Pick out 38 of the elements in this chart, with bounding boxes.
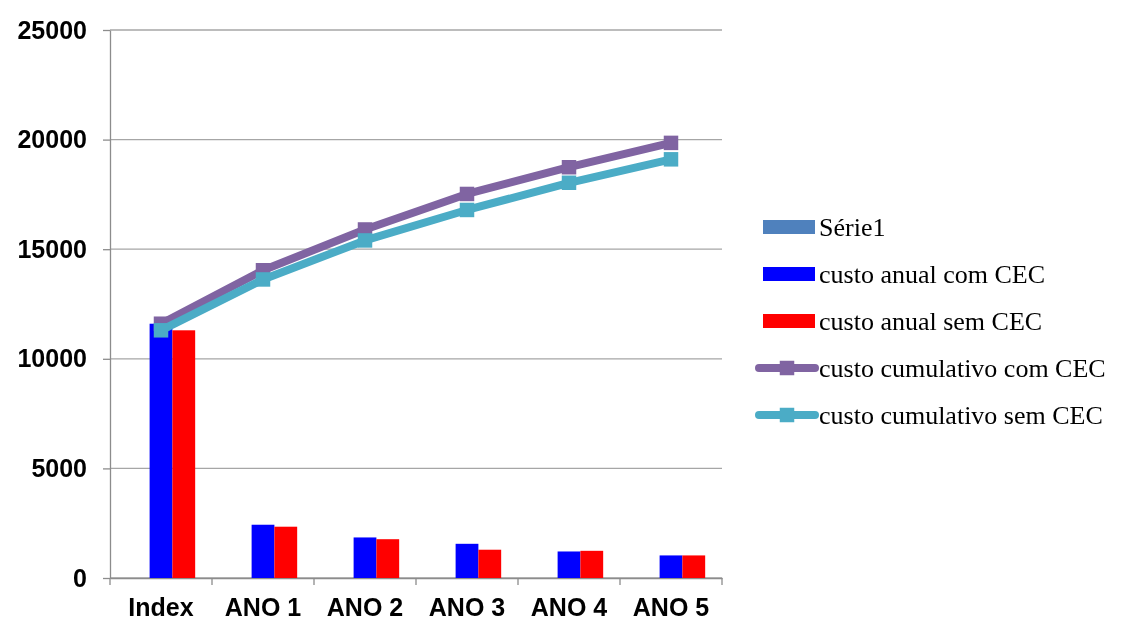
x-tick-label: Index xyxy=(128,592,194,621)
y-tick-label: 10000 xyxy=(17,344,87,373)
bar xyxy=(353,537,377,578)
point xyxy=(357,233,373,248)
bar xyxy=(659,555,683,578)
y-tick-label: 20000 xyxy=(17,125,87,154)
legend-label: custo anual sem CEC xyxy=(819,307,1043,337)
bar xyxy=(580,550,604,578)
bar xyxy=(455,543,479,578)
x-tick-label: ANO 4 xyxy=(530,592,608,621)
bar xyxy=(376,539,400,578)
y-tick-label: 15000 xyxy=(17,234,87,263)
legend-label: custo cumulativo com CEC xyxy=(819,354,1106,384)
point xyxy=(663,135,679,151)
point xyxy=(561,175,577,191)
point xyxy=(459,186,475,202)
bar xyxy=(149,323,173,578)
bar xyxy=(251,524,275,578)
y-tick-label: 0 xyxy=(73,563,87,592)
x-tick-label: ANO 2 xyxy=(326,592,404,621)
point xyxy=(663,152,679,167)
x-tick-label: ANO 5 xyxy=(632,592,710,621)
bar xyxy=(172,330,196,578)
bar xyxy=(682,555,706,578)
point xyxy=(561,159,577,175)
x-tick-label: ANO 3 xyxy=(428,592,506,621)
y-tick-label: 5000 xyxy=(31,453,87,482)
point xyxy=(255,272,271,287)
legend-label: Série1 xyxy=(819,213,886,243)
bar xyxy=(557,551,581,578)
point xyxy=(153,323,169,338)
legend-label: custo anual com CEC xyxy=(819,260,1046,290)
point xyxy=(459,202,475,218)
legend-label: custo cumulativo sem CEC xyxy=(819,401,1103,431)
x-tick-label: ANO 1 xyxy=(224,592,302,621)
y-tick-label: 25000 xyxy=(17,15,87,44)
bar xyxy=(478,549,502,578)
bar xyxy=(274,526,298,578)
